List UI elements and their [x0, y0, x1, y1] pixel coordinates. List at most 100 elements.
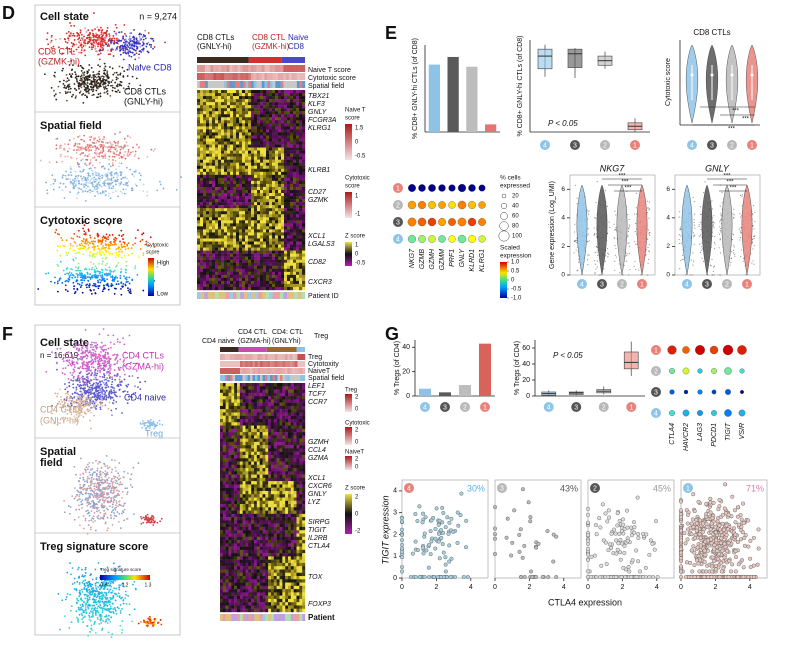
heatmap-cell: [230, 262, 234, 266]
heatmap-cell: [260, 277, 264, 282]
heatmap-cell: [299, 280, 303, 285]
heatmap-cell: [203, 129, 207, 133]
umap-cell: [123, 24, 126, 26]
heatmap-cell: [233, 168, 237, 173]
dot: [407, 217, 417, 227]
heatmap-cell: [209, 111, 213, 115]
heatmap-cell: [197, 286, 201, 291]
heatmap-cell: [212, 199, 216, 203]
heatmap-cell: [221, 211, 225, 215]
annotation-cell: [234, 81, 238, 88]
umap-cell: [93, 142, 96, 144]
umap-cell: [113, 269, 116, 272]
umap-cell: [96, 96, 98, 99]
umap-cell: [126, 152, 129, 155]
heatmap-cell: [284, 171, 288, 176]
umap-cell: [69, 87, 72, 90]
heatmap-cell: [269, 268, 273, 273]
heatmap-cell: [233, 190, 237, 194]
umap-cell: [98, 174, 101, 177]
heatmap-cell: [290, 235, 294, 239]
heatmap-cell: [224, 96, 228, 100]
umap-cell: [152, 150, 155, 152]
umap-cell: [68, 147, 71, 150]
heatmap-cell: [272, 220, 276, 224]
jitter-point: [596, 260, 598, 262]
umap-cell: [128, 282, 131, 285]
umap-cell: [121, 156, 123, 159]
umap-cell: [76, 287, 79, 290]
annotation-cell: [275, 81, 279, 88]
umap-cell: [73, 182, 75, 184]
umap-cell: [85, 286, 88, 289]
annotation-cell: [218, 73, 222, 80]
heatmap-cell: [266, 102, 270, 106]
heatmap-cell: [287, 280, 291, 285]
heatmap-cell: [221, 156, 225, 160]
heatmap-cell: [197, 183, 201, 188]
heatmap-cell: [248, 114, 252, 118]
heatmap-cell: [206, 217, 210, 221]
gene-label: KLRD1: [469, 249, 476, 272]
heatmap-cell: [254, 217, 258, 221]
heatmap-cell: [251, 211, 255, 215]
umap-cell: [78, 283, 81, 286]
heatmap-cell: [200, 223, 204, 227]
heatmap-cell: [302, 132, 306, 136]
umap-cell: [78, 149, 81, 152]
heatmap-cell: [197, 217, 201, 221]
heatmap-cell: [203, 193, 207, 197]
heatmap-cell: [269, 217, 273, 221]
umap-cell: [86, 276, 89, 278]
heatmap-cell: [272, 262, 276, 266]
label: GZMK: [308, 197, 329, 204]
heatmap-cell: [287, 120, 291, 124]
umap-cell: [82, 168, 85, 171]
heatmap-cell: [290, 223, 294, 227]
umap-cell: [73, 292, 76, 295]
umap-cell: [123, 145, 126, 148]
umap-cell: [71, 64, 74, 67]
heatmap-cell: [233, 105, 237, 109]
dot: [418, 184, 426, 192]
heatmap-cell: [302, 259, 306, 263]
heatmap-cell: [236, 120, 240, 124]
heatmap-cell: [275, 171, 279, 176]
heatmap-cell: [263, 247, 267, 251]
heatmap-cell: [224, 174, 228, 179]
umap-cell: [128, 44, 131, 46]
umap-cell: [105, 87, 108, 90]
umap-cell: [114, 242, 116, 244]
umap-cell: [75, 183, 78, 185]
umap-cell: [113, 172, 116, 175]
cluster-badge-label: 3: [600, 281, 604, 288]
heatmap-cell: [302, 186, 306, 191]
jitter-point: [606, 232, 609, 234]
jitter-point: [575, 241, 577, 244]
heatmap-cell: [269, 99, 273, 103]
umap-cell: [80, 279, 82, 281]
dot: [448, 201, 456, 209]
umap-cell: [80, 247, 83, 250]
umap-cell: [133, 170, 136, 173]
heatmap-cell: [293, 208, 297, 212]
heatmap-cell: [299, 138, 303, 142]
jitter-point: [627, 234, 629, 236]
annotation-cell: [291, 65, 295, 72]
heatmap-cell: [266, 202, 270, 206]
heatmap-cell: [260, 153, 264, 157]
umap-cell: [87, 230, 90, 232]
label: Naive T score: [308, 67, 351, 74]
heatmap-cell: [230, 235, 234, 239]
heatmap-cell: [302, 274, 306, 279]
heatmap-cell: [272, 171, 276, 176]
heatmap-cell: [296, 114, 300, 118]
heatmap-cell: [269, 259, 273, 263]
umap-cell: [119, 277, 122, 279]
heatmap-cell: [248, 171, 252, 176]
umap-cell: [129, 290, 132, 293]
umap-cell: [105, 249, 108, 252]
heatmap-cell: [278, 129, 282, 133]
heatmap-cell: [221, 277, 225, 282]
